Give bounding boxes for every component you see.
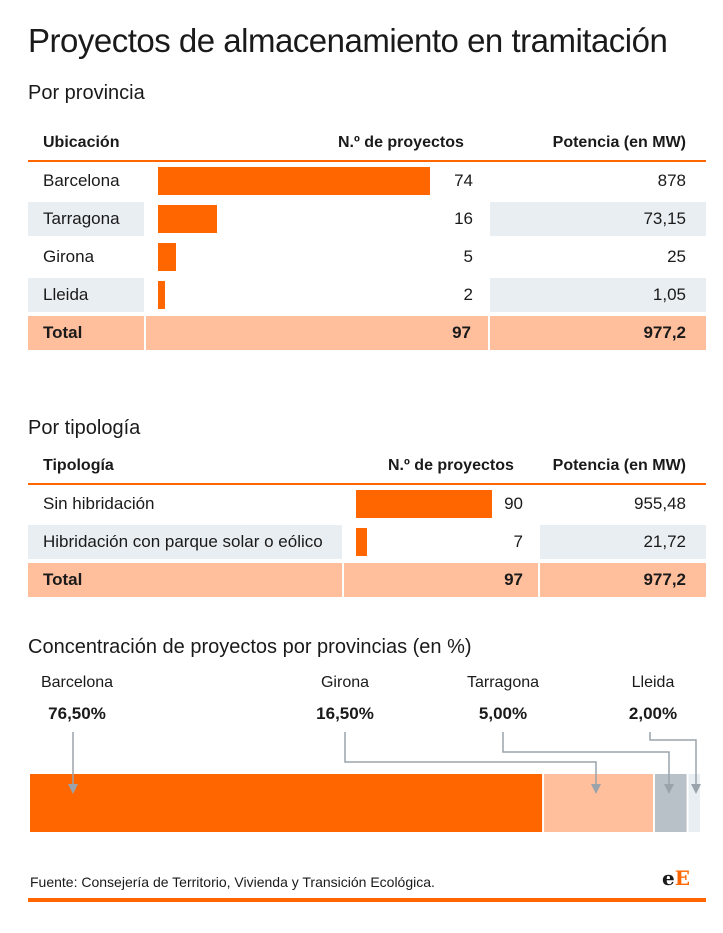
segment-barcelona <box>30 774 543 832</box>
section-title-tipologia: Por tipología <box>28 417 141 439</box>
row-power: 73,15 <box>490 202 706 236</box>
segment-tarragona <box>544 774 653 832</box>
table-row: Lleida 2 1,05 <box>28 276 706 314</box>
row-count: 5 <box>463 247 473 266</box>
logo-letter-E: E <box>674 866 690 890</box>
concentration-value-barcelona: 76,50% <box>48 704 106 723</box>
table-row: Hibridación con parque solar o eólico 7 21… <box>28 523 706 561</box>
logo-letter-e: e <box>662 866 675 890</box>
bar-type-1 <box>356 528 367 556</box>
tipologia-rows: Sin hibridación 90 955,48 Hibridación con p… <box>28 485 706 561</box>
arrow-head-barcelona <box>68 784 78 794</box>
total-label: Total <box>28 316 144 350</box>
total-count: 97 <box>344 563 538 597</box>
total-power: 977,2 <box>490 316 706 350</box>
bar-tarragona <box>158 205 217 233</box>
row-power: 1,05 <box>490 278 706 312</box>
leader-line-girona <box>344 732 597 790</box>
table-header: Tipología N.º de proyectos Potencia (en … <box>28 449 706 485</box>
row-location: Barcelona <box>43 171 120 190</box>
concentration-label-lleida: Lleida <box>631 674 675 691</box>
bar-lleida <box>158 281 166 309</box>
bottom-rule <box>28 898 706 902</box>
row-type: Sin hibridación <box>43 494 155 513</box>
header-potencia: Potencia (en MW) <box>552 134 686 151</box>
total-label: Total <box>28 563 342 597</box>
row-count: 2 <box>463 285 473 304</box>
row-power: 955,48 <box>634 494 686 513</box>
table-row: Tarragona 16 73,15 <box>28 200 706 238</box>
table-row: Girona 5 25 <box>28 238 706 276</box>
row-power: 878 <box>657 171 686 190</box>
source-note: Fuente: Consejería de Territorio, Vivien… <box>30 874 435 890</box>
bar-type-0 <box>356 490 492 518</box>
header-tipologia: Tipología <box>43 457 114 474</box>
row-count: 74 <box>454 171 473 190</box>
leader-line-lleida <box>649 732 697 790</box>
table-provincia: Ubicación N.º de proyectos Potencia (en … <box>28 126 706 352</box>
arrow-head-girona <box>591 784 601 794</box>
bar-barcelona <box>158 167 430 195</box>
arrow-head-tarragona <box>664 784 674 794</box>
page-title: Proyectos de almacenamiento en tramitaci… <box>28 22 668 59</box>
segment-lleida <box>688 774 700 832</box>
table-header: Ubicación N.º de proyectos Potencia (en … <box>28 126 706 162</box>
row-power: 25 <box>667 247 686 266</box>
bar-girona <box>158 243 177 271</box>
section-title-provincia: Por provincia <box>28 82 145 104</box>
total-count: 97 <box>146 316 488 350</box>
concentration-label-tarragona: Tarragona <box>466 674 540 691</box>
header-potencia: Potencia (en MW) <box>552 457 686 474</box>
concentration-value-lleida: 2,00% <box>628 704 678 723</box>
segment-girona <box>654 774 687 832</box>
header-n-proyectos: N.º de proyectos <box>388 457 514 474</box>
row-count: 90 <box>504 494 523 513</box>
row-location: Tarragona <box>28 202 144 236</box>
concentration-chart <box>30 732 701 832</box>
header-ubicacion: Ubicación <box>43 134 120 151</box>
provincia-rows: Barcelona 74 878 Tarragona 16 73,15 Girona 5 25 L… <box>28 162 706 314</box>
header-n-proyectos: N.º de proyectos <box>338 134 464 151</box>
table-row-total: Total 97 977,2 <box>28 314 706 352</box>
table-row: Barcelona 74 878 <box>28 162 706 200</box>
row-type: Hibridación con parque solar o eólico <box>28 525 342 559</box>
arrow-head-lleida <box>691 784 701 794</box>
table-row: Sin hibridación 90 955,48 <box>28 485 706 523</box>
row-count: 16 <box>454 209 473 228</box>
concentration-value-tarragona: 5,00% <box>478 704 528 723</box>
leader-line-tarragona <box>502 732 670 790</box>
table-tipologia: Tipología N.º de proyectos Potencia (en … <box>28 449 706 599</box>
brand-logo: eE <box>662 866 690 890</box>
row-count: 7 <box>513 532 523 551</box>
concentration-label-barcelona: Barcelona <box>40 674 114 691</box>
table-row-total: Total 97 977,2 <box>28 561 706 599</box>
section-title-concentracion: Concentración de proyectos por provincia… <box>28 636 472 658</box>
total-power: 977,2 <box>540 563 706 597</box>
concentration-value-girona: 16,50% <box>316 704 374 723</box>
concentration-label-girona: Girona <box>320 674 370 691</box>
row-power: 21,72 <box>540 525 706 559</box>
row-location: Lleida <box>28 278 144 312</box>
row-location: Girona <box>43 247 95 266</box>
